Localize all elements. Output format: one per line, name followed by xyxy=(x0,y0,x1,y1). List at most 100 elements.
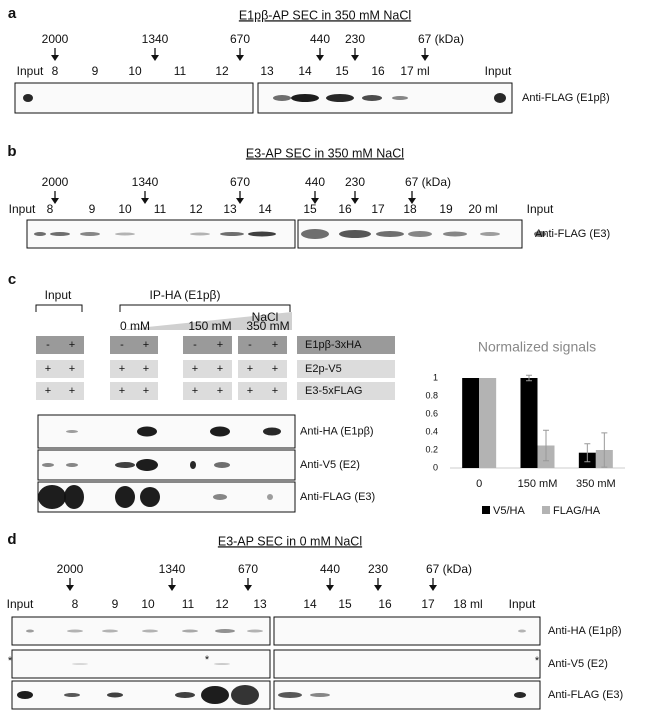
antibody-label: Anti-V5 (E2) xyxy=(548,658,608,670)
band xyxy=(80,232,100,236)
fraction-label: 18 xyxy=(403,202,417,216)
fraction-label: Input xyxy=(9,202,36,216)
fraction-label: 11 xyxy=(182,597,195,611)
band xyxy=(190,232,210,236)
sign-cell xyxy=(238,382,287,400)
band xyxy=(175,692,195,698)
antibody-label: Anti-FLAG (E3) xyxy=(548,689,623,701)
antibody-label: Anti-FLAG (E3) xyxy=(300,491,375,503)
fraction-label: 15 xyxy=(303,202,317,216)
sign: + xyxy=(272,363,278,375)
band xyxy=(42,463,54,467)
band xyxy=(220,232,244,236)
fraction-label: 16 xyxy=(378,597,392,611)
size-marker: 67 (kDa) xyxy=(405,175,451,189)
fraction-label: Input xyxy=(509,597,536,611)
size-marker: 230 xyxy=(345,175,365,189)
antibody-label: Anti-HA (E1pβ) xyxy=(300,425,374,437)
arrow-head xyxy=(168,585,176,591)
blot-frame xyxy=(37,449,296,481)
legend-label: V5/HA xyxy=(493,505,525,517)
fraction-label: 16 xyxy=(371,64,385,78)
fraction-label: Input xyxy=(485,64,512,78)
sign-cell xyxy=(36,382,84,400)
band xyxy=(38,485,66,509)
arrow-head xyxy=(141,198,149,204)
fraction-label: 8 xyxy=(52,64,59,78)
size-marker: 230 xyxy=(368,562,388,576)
band xyxy=(514,692,526,698)
sign-cell xyxy=(183,360,232,378)
asterisk: * xyxy=(205,654,210,666)
band xyxy=(64,485,84,509)
row-label: E3-5xFLAG xyxy=(305,385,362,397)
antibody-label: Anti-FLAG (E1pβ) xyxy=(522,92,610,104)
bracket xyxy=(119,304,291,312)
panel-title: E3-AP SEC in 0 mM NaCl xyxy=(218,534,362,548)
size-marker: 2000 xyxy=(42,32,69,46)
band xyxy=(278,692,302,698)
arrow-head xyxy=(326,585,334,591)
fraction-label: 13 xyxy=(253,597,267,611)
band xyxy=(408,231,432,237)
band xyxy=(215,629,235,633)
row-label-cell xyxy=(297,360,395,378)
x-tick-label: 0 xyxy=(476,478,482,490)
sign: + xyxy=(119,363,125,375)
sign-cell xyxy=(183,336,232,354)
panel-label: d xyxy=(7,531,16,548)
band xyxy=(210,426,230,437)
fraction-label: 11 xyxy=(154,202,167,216)
panel-label: b xyxy=(7,143,16,160)
arrow-head xyxy=(51,55,59,61)
size-marker: 230 xyxy=(345,32,365,46)
band xyxy=(214,663,230,665)
fraction-label: 9 xyxy=(89,202,96,216)
sign: + xyxy=(247,363,253,375)
row-label-cell xyxy=(297,382,395,400)
asterisk: * xyxy=(535,655,540,667)
band xyxy=(107,692,123,698)
arrow-head xyxy=(236,55,244,61)
sign: + xyxy=(45,363,51,375)
sign: - xyxy=(46,339,50,351)
legend-swatch xyxy=(482,506,490,514)
sign-cell xyxy=(110,382,158,400)
band xyxy=(494,93,506,103)
size-marker: 1340 xyxy=(132,175,159,189)
row-label: E1pβ-3xHA xyxy=(305,339,362,351)
sign: + xyxy=(69,363,75,375)
fraction-label: 15 xyxy=(338,597,352,611)
bar xyxy=(520,378,538,468)
size-marker: 2000 xyxy=(57,562,84,576)
error-bar xyxy=(526,374,532,382)
band xyxy=(392,96,408,100)
row-label: E2p-V5 xyxy=(305,363,342,375)
antibody-label: Anti-HA (E1pβ) xyxy=(548,625,622,637)
condition-label: 350 mM xyxy=(246,319,289,333)
fraction-label: 12 xyxy=(189,202,203,216)
antibody-label: Anti-V5 (E2) xyxy=(300,459,360,471)
fraction-label: 8 xyxy=(47,202,54,216)
band xyxy=(34,232,46,236)
fraction-label: 17 xyxy=(371,202,385,216)
band xyxy=(115,232,135,236)
size-marker: 670 xyxy=(238,562,258,576)
band xyxy=(443,231,467,237)
legend-swatch xyxy=(542,506,550,514)
fraction-label: 12 xyxy=(215,64,229,78)
band xyxy=(214,462,230,468)
band xyxy=(66,463,78,467)
arrow-head xyxy=(421,55,429,61)
chart-title: Normalized signals xyxy=(478,339,596,355)
fraction-label: 13 xyxy=(223,202,237,216)
blot-frame xyxy=(37,414,296,449)
bracket xyxy=(35,304,83,312)
size-marker: 670 xyxy=(230,175,250,189)
size-marker: 440 xyxy=(305,175,325,189)
sign: + xyxy=(272,339,278,351)
error-bar xyxy=(601,432,608,468)
y-tick-label: 0 xyxy=(433,462,438,472)
band xyxy=(26,629,34,633)
band xyxy=(267,494,273,500)
